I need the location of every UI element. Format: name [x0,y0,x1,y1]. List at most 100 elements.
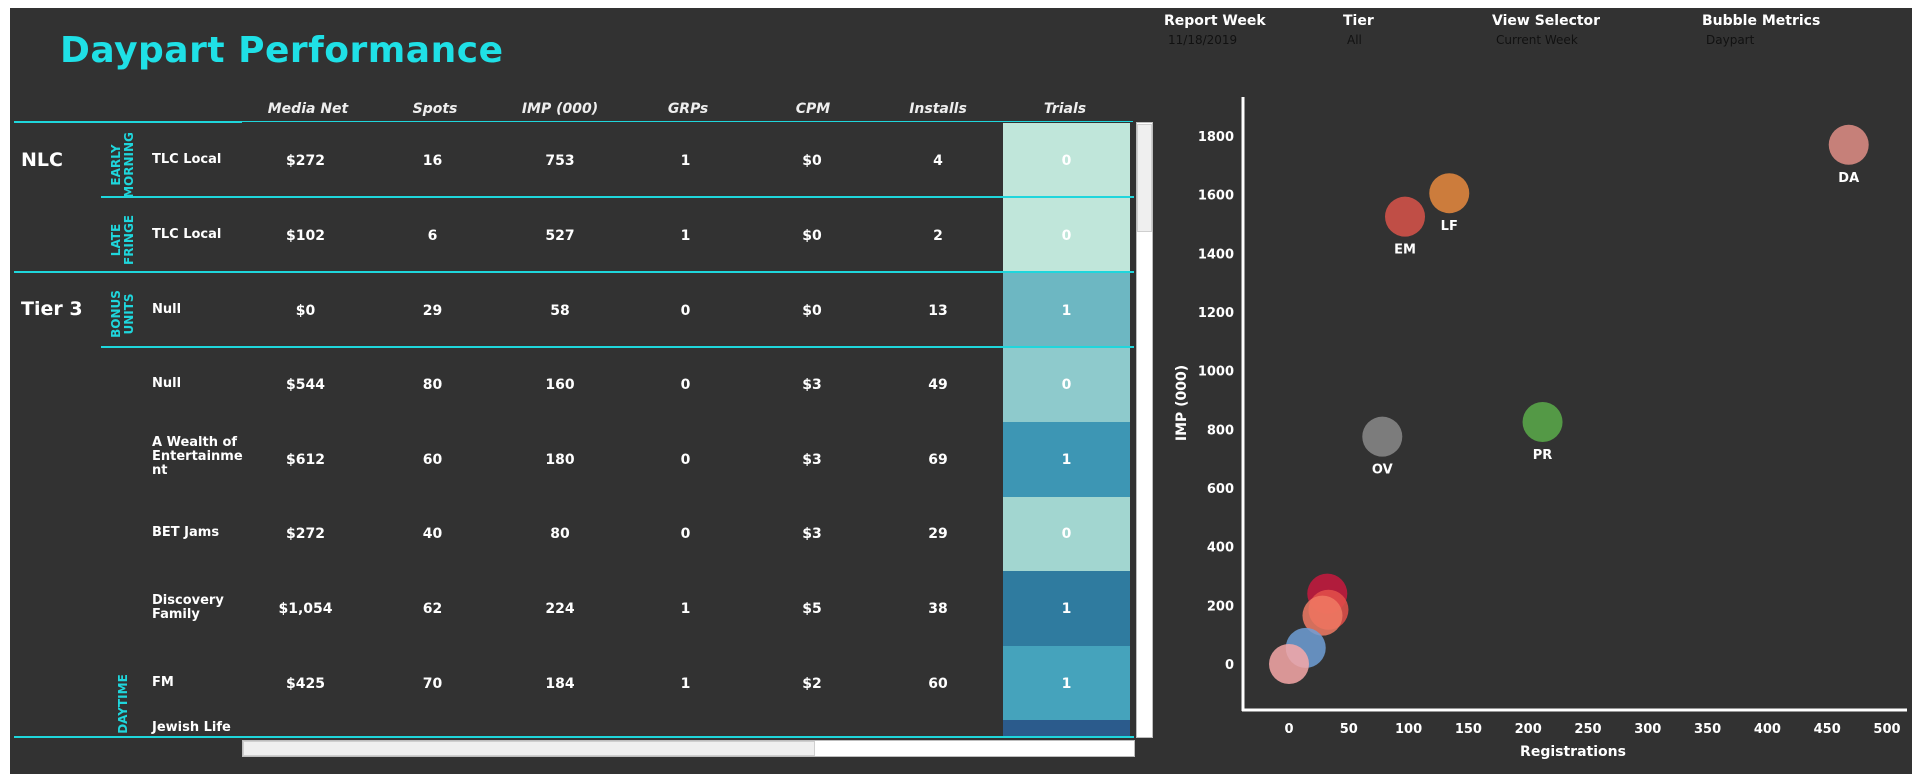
program-name: Null [152,302,182,317]
program-name: A Wealth of Entertainme nt [152,435,243,478]
cell-installs: 13 [928,303,948,319]
trials-cell [1003,720,1130,736]
vertical-scrollbar[interactable] [1136,122,1153,738]
trials-cell: 0 [1003,123,1130,196]
filter-tier[interactable]: Tier All [1343,13,1374,47]
horizontal-scrollbar-thumb[interactable] [243,741,815,756]
cell-grps: 1 [680,676,691,692]
cell-installs: 2 [933,228,943,244]
column-header-media-net[interactable]: Media Net [267,101,349,117]
subgroup-divider [101,346,1134,348]
cell-media-net: $544 [286,377,325,393]
cell-spots: 80 [422,377,443,393]
cell-cpm: $3 [802,377,822,393]
trials-cell: 1 [1003,646,1130,720]
cell-imp: 184 [545,676,575,692]
filter-label: Tier [1343,13,1374,29]
trials-value: 1 [1061,601,1072,617]
cell-grps: 1 [680,153,691,169]
subgroup-label-daytime: DAYTIME [116,674,130,734]
cell-imp: 58 [550,303,570,319]
cell-spots: 6 [427,228,438,244]
cell-grps: 1 [680,601,691,617]
column-header-grps[interactable]: GRPs [667,101,709,117]
column-header-cpm[interactable]: CPM [795,101,831,117]
cell-cpm: $0 [802,228,822,244]
dashboard-panel [10,8,1912,774]
cell-grps: 0 [680,377,691,393]
group-label-nlc: NLC [21,149,63,171]
filter-label: View Selector [1492,13,1601,29]
cell-imp: 527 [545,228,575,244]
column-header-imp[interactable]: IMP (000) [521,101,599,117]
filter-report-week[interactable]: Report Week 11/18/2019 [1164,13,1266,47]
cell-installs: 69 [928,452,948,468]
table-bottom-divider [14,736,1134,738]
cell-media-net: $272 [286,526,325,542]
cell-grps: 0 [680,526,691,542]
trials-value: 0 [1061,228,1072,244]
trials-value: 0 [1061,526,1072,542]
trials-value: 1 [1061,452,1072,468]
program-name: Jewish Life [152,720,231,735]
column-header-installs[interactable]: Installs [909,101,967,117]
subgroup-label-bonus-units: BONUS UNITS [109,290,136,338]
cell-spots: 40 [422,526,443,542]
cell-media-net: $612 [286,452,325,468]
trials-value: 1 [1061,676,1072,692]
filter-value[interactable]: All [1347,33,1362,47]
cell-cpm: $5 [802,601,822,617]
cell-media-net: $102 [286,228,325,244]
program-name: Null [152,376,182,391]
trials-cell: 0 [1003,198,1130,271]
cell-spots: 16 [422,153,443,169]
column-header-spots[interactable]: Spots [412,101,458,117]
trials-cell: 1 [1003,422,1130,497]
group-divider [14,271,1134,273]
group-label-tier3: Tier 3 [21,298,83,320]
filter-value[interactable]: 11/18/2019 [1168,33,1238,47]
cell-grps: 0 [680,452,691,468]
cell-spots: 29 [422,303,443,319]
filter-view-selector[interactable]: View Selector Current Week [1492,13,1600,47]
trials-value: 0 [1061,377,1072,393]
cell-imp: 180 [545,452,575,468]
cell-media-net: $272 [286,153,325,169]
header-divider [240,121,1133,122]
filter-value[interactable]: Daypart [1706,33,1755,47]
program-name: Discovery Family [152,593,224,622]
cell-cpm: $0 [802,153,822,169]
filter-value[interactable]: Current Week [1496,33,1578,47]
cell-grps: 0 [680,303,691,319]
trials-cell: 1 [1003,273,1130,346]
cell-media-net: $1,054 [278,601,333,617]
subgroup-label-late-fringe: LATE FRINGE [109,215,136,265]
cell-spots: 62 [422,601,443,617]
cell-imp: 753 [545,153,575,169]
program-name: TLC Local [152,227,222,242]
trials-cell: 0 [1003,348,1130,422]
subgroup-divider [101,196,1134,198]
trials-cell: 0 [1003,497,1130,571]
cell-cpm: $2 [802,676,822,692]
filter-label: Bubble Metrics [1702,13,1821,29]
program-name: FM [152,675,174,690]
filter-label: Report Week [1164,13,1266,29]
cell-installs: 49 [928,377,948,393]
vertical-scrollbar-thumb[interactable] [1137,124,1152,232]
filter-bubble-metrics[interactable]: Bubble Metrics Daypart [1702,13,1820,47]
cell-media-net: $0 [295,303,316,319]
cell-media-net: $425 [286,676,325,692]
page-title: Daypart Performance [60,30,504,71]
cell-spots: 60 [422,452,443,468]
cell-installs: 29 [928,526,948,542]
column-header-trials[interactable]: Trials [1043,101,1087,117]
cell-cpm: $3 [802,526,822,542]
cell-cpm: $0 [802,303,822,319]
cell-installs: 60 [928,676,948,692]
trials-value: 1 [1061,303,1072,319]
cell-spots: 70 [422,676,443,692]
cell-imp: 160 [545,377,575,393]
cell-grps: 1 [680,228,691,244]
cell-installs: 38 [928,601,948,617]
